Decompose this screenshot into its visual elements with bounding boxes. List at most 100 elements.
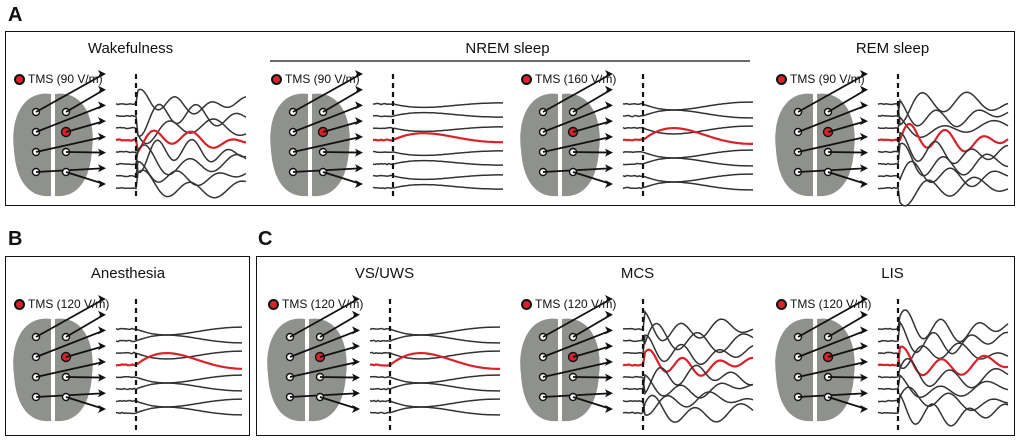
eeg-trace (369, 374, 500, 384)
eeg-trace (622, 149, 753, 159)
arrow-head (605, 342, 613, 351)
right-hemisphere (309, 318, 347, 422)
arrow-head (605, 164, 613, 173)
tms-stimulus-icon (14, 298, 25, 310)
arrow-head (605, 310, 613, 319)
arrow-head (605, 357, 613, 366)
arrow-line (322, 151, 362, 154)
condition-nrem-90: TMS (90 V/m) (265, 34, 510, 204)
arrow-head (98, 295, 106, 303)
arrow-line (572, 345, 612, 358)
arrow-line (289, 360, 359, 378)
eeg-trace (877, 115, 1009, 138)
arrow-head (605, 373, 613, 382)
condition-figure (775, 70, 1009, 207)
arrow-line (572, 88, 612, 113)
arrow-line (292, 73, 362, 113)
arrow-head (352, 405, 360, 413)
tms-intensity: TMS (90 V/m) (790, 72, 865, 86)
right-hemisphere (312, 93, 350, 197)
eeg-trace (115, 326, 242, 336)
eeg-trace (373, 126, 503, 133)
arrow-head (352, 373, 360, 382)
eeg-trace (622, 309, 754, 342)
condition-anesthesia: Anesthesia TMS (120 V/m) (8, 259, 248, 435)
eeg-trace (115, 382, 242, 392)
arrow-head (605, 132, 613, 141)
arrow-line (35, 135, 105, 153)
eeg-trace (877, 373, 1009, 399)
eeg-trace (370, 334, 500, 344)
left-hemisphere (520, 318, 558, 422)
condition-title: Wakefulness (87, 40, 174, 57)
arrow-head (605, 70, 613, 78)
arrow-head (860, 180, 868, 188)
arrow-head (98, 70, 106, 78)
arrow-head (352, 310, 360, 319)
tms-label: TMS (90 V/m) (271, 72, 360, 86)
arrow-head (605, 326, 613, 335)
condition-vs-uws: VS/UWS TMS (120 V/m) (262, 259, 507, 435)
arrow-line (542, 329, 612, 358)
tms-stimulus-icon (776, 73, 787, 85)
eeg-trace (877, 320, 1008, 355)
arrow-head (98, 342, 106, 351)
eeg-trace (372, 159, 503, 166)
arrow-line (797, 73, 867, 113)
left-hemisphere (270, 93, 308, 197)
arrow-line (319, 313, 359, 338)
arrow-line (289, 392, 359, 398)
eeg-trace (622, 391, 754, 416)
arrow-line (797, 329, 867, 358)
arrow-head (355, 101, 363, 110)
panel-label-c: C (258, 228, 273, 250)
arrow-line (322, 120, 362, 133)
arrow-head (98, 180, 106, 188)
arrow-head (860, 148, 868, 157)
condition-figure (520, 70, 753, 200)
eeg-trace (622, 181, 753, 191)
eeg-trace (622, 109, 753, 119)
condition-title: LIS (881, 265, 904, 282)
arrow-line (292, 135, 362, 153)
tms-intensity: TMS (90 V/m) (28, 72, 103, 86)
arrow-head (355, 117, 363, 126)
arrow-line (542, 360, 612, 378)
arrow-line (35, 298, 105, 338)
eeg-trace (372, 150, 503, 157)
tms-label: TMS (90 V/m) (14, 72, 103, 86)
eeg-trace (877, 131, 1009, 165)
panel-b-frame (5, 256, 250, 436)
arrow-head (860, 310, 868, 319)
arrow-head (98, 85, 106, 94)
arrow-head (605, 405, 613, 413)
arrow-line (542, 104, 612, 133)
arrow-line (35, 73, 105, 113)
arrow-line (319, 396, 359, 410)
eeg-trace (877, 176, 1009, 207)
arrow-head (605, 389, 613, 398)
tms-stimulus-icon (776, 298, 787, 310)
condition-title: Anesthesia (90, 265, 166, 282)
arrow-head (352, 342, 360, 351)
arrow-head (605, 148, 613, 157)
arrow-line (542, 298, 612, 338)
condition-figure (775, 295, 1009, 431)
eeg-trace (372, 174, 503, 181)
tms-stimulus-icon (521, 298, 532, 310)
arrow-line (65, 88, 105, 113)
arrow-head (860, 70, 868, 78)
arrow-head (860, 357, 868, 366)
condition-title: MCS (620, 265, 655, 282)
arrow-head (605, 117, 613, 126)
panel-label-b: B (8, 228, 23, 250)
arrow-head (352, 326, 360, 335)
eeg-trace (369, 406, 500, 416)
arrow-line (292, 104, 362, 133)
arrow-head (605, 295, 613, 303)
arrow-head (355, 164, 363, 173)
right-hemisphere (562, 93, 600, 197)
condition-figure (520, 295, 754, 431)
arrow-head (860, 164, 868, 173)
arrow-head (355, 132, 363, 141)
